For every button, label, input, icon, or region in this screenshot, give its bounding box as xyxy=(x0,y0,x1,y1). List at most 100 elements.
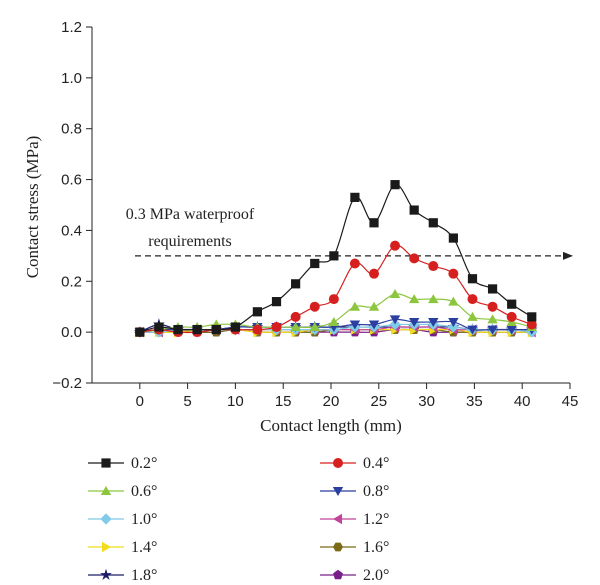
legend-item-14: 1.4° xyxy=(88,539,157,556)
legend-marker xyxy=(333,458,343,468)
legend-label: 0.4° xyxy=(363,455,389,472)
data-point-02 xyxy=(428,218,438,228)
data-point-04 xyxy=(369,268,380,279)
data-point-06 xyxy=(328,316,340,326)
data-point-02 xyxy=(135,327,145,337)
data-point-02 xyxy=(310,258,320,269)
x-axis-title: Contact length (mm) xyxy=(260,416,402,435)
legend-item-02: 0.2° xyxy=(88,455,157,472)
y-tick-label: 0.6 xyxy=(61,172,82,189)
data-point-04 xyxy=(409,253,420,264)
data-point-08 xyxy=(448,317,459,327)
y-axis-title: Contact stress (MPa) xyxy=(23,136,42,279)
legend-marker xyxy=(100,513,112,525)
data-point-04 xyxy=(271,322,282,333)
y-tick-label: −0.2 xyxy=(52,375,82,392)
legend-label: 0.2° xyxy=(131,455,157,472)
legend-marker xyxy=(101,458,111,468)
data-point-06 xyxy=(448,296,459,306)
legend-item-18: 1.8° xyxy=(88,567,157,584)
data-point-04 xyxy=(487,301,498,312)
data-point-04 xyxy=(526,319,537,330)
legend-item-06: 0.6° xyxy=(88,483,157,500)
legend-marker xyxy=(332,487,344,496)
data-point-02 xyxy=(409,205,419,215)
data-point-08 xyxy=(506,325,517,335)
legend-layer: 0.2° 0.4° 0.6° 0.8° 1.0° 1.2° 1.4° 1.6° 1.8° 2.0° xyxy=(88,455,389,584)
data-point-08 xyxy=(368,320,380,330)
x-tick-label: 15 xyxy=(275,393,292,410)
y-tick-label: 0.0 xyxy=(61,324,82,341)
y-tick-label: 0.2 xyxy=(61,273,82,290)
legend-marker xyxy=(100,568,112,581)
data-point-06 xyxy=(349,301,361,311)
legend-item-08: 0.8° xyxy=(320,483,389,500)
x-tick-label: 45 xyxy=(562,393,579,410)
legend-marker xyxy=(333,513,342,525)
data-point-02 xyxy=(487,284,498,294)
legend-label: 1.0° xyxy=(131,511,157,528)
x-tick-label: 30 xyxy=(418,393,435,410)
data-point-04 xyxy=(506,311,517,322)
data-point-02 xyxy=(192,325,202,335)
data-point-10 xyxy=(447,321,459,333)
data-point-08 xyxy=(428,317,439,327)
y-tick-label: 0.4 xyxy=(61,222,82,239)
legend-marker xyxy=(333,569,343,580)
data-point-04 xyxy=(252,324,263,335)
data-point-04 xyxy=(290,311,301,322)
data-point-06 xyxy=(309,322,320,332)
legend-label: 1.4° xyxy=(131,539,157,556)
legend-label: 0.6° xyxy=(131,483,157,500)
data-point-02 xyxy=(350,192,360,202)
data-point-02 xyxy=(390,180,400,190)
legend-marker xyxy=(100,486,112,495)
legend-item-12: 1.2° xyxy=(320,511,389,528)
x-tick-label: 0 xyxy=(136,393,144,410)
x-tick-label: 25 xyxy=(370,393,387,410)
data-point-02 xyxy=(369,218,379,228)
data-point-08 xyxy=(408,317,420,327)
data-point-02 xyxy=(173,325,183,335)
legend-item-20: 2.0° xyxy=(320,567,389,584)
legend-marker xyxy=(333,542,343,552)
data-point-04 xyxy=(349,258,360,269)
data-point-04 xyxy=(467,294,478,305)
legend-item-16: 1.6° xyxy=(320,539,389,556)
y-tick-label: 1.0 xyxy=(61,70,82,87)
series-02 xyxy=(135,180,537,337)
data-point-04 xyxy=(448,268,459,279)
series-layer xyxy=(133,180,538,338)
axes-layer: −0.2 0.0 0.2 0.4 0.6 0.8 1.0 1.2 0 5 10 15 20 25 30 35 4… xyxy=(23,19,578,435)
legend-label: 1.6° xyxy=(363,539,389,556)
data-point-06 xyxy=(389,289,401,298)
x-tick-label: 5 xyxy=(183,393,191,410)
x-tick-label: 35 xyxy=(466,393,483,410)
data-point-04 xyxy=(428,261,439,272)
reference-layer: 0.3 MPa waterproof requirements xyxy=(126,206,573,260)
data-point-06 xyxy=(487,314,498,324)
data-point-04 xyxy=(309,301,320,312)
data-point-02 xyxy=(467,274,478,284)
data-point-02 xyxy=(527,312,537,322)
y-tick-label: 0.8 xyxy=(61,121,82,138)
data-point-02 xyxy=(448,233,458,243)
data-point-02 xyxy=(154,322,164,332)
legend-marker xyxy=(102,541,111,553)
data-point-02 xyxy=(252,307,262,317)
legend-label: 0.8° xyxy=(363,483,389,500)
legend-label: 1.8° xyxy=(131,567,157,584)
legend-label: 2.0° xyxy=(363,567,389,584)
data-point-10 xyxy=(389,318,401,331)
data-point-06 xyxy=(408,294,420,304)
data-point-04 xyxy=(328,294,339,305)
legend-item-04: 0.4° xyxy=(320,455,389,472)
data-point-02 xyxy=(271,297,282,307)
data-point-06 xyxy=(428,294,439,304)
data-point-02 xyxy=(291,279,301,289)
x-tick-label: 20 xyxy=(323,393,340,410)
data-point-08 xyxy=(349,320,361,330)
data-point-04 xyxy=(390,240,401,251)
